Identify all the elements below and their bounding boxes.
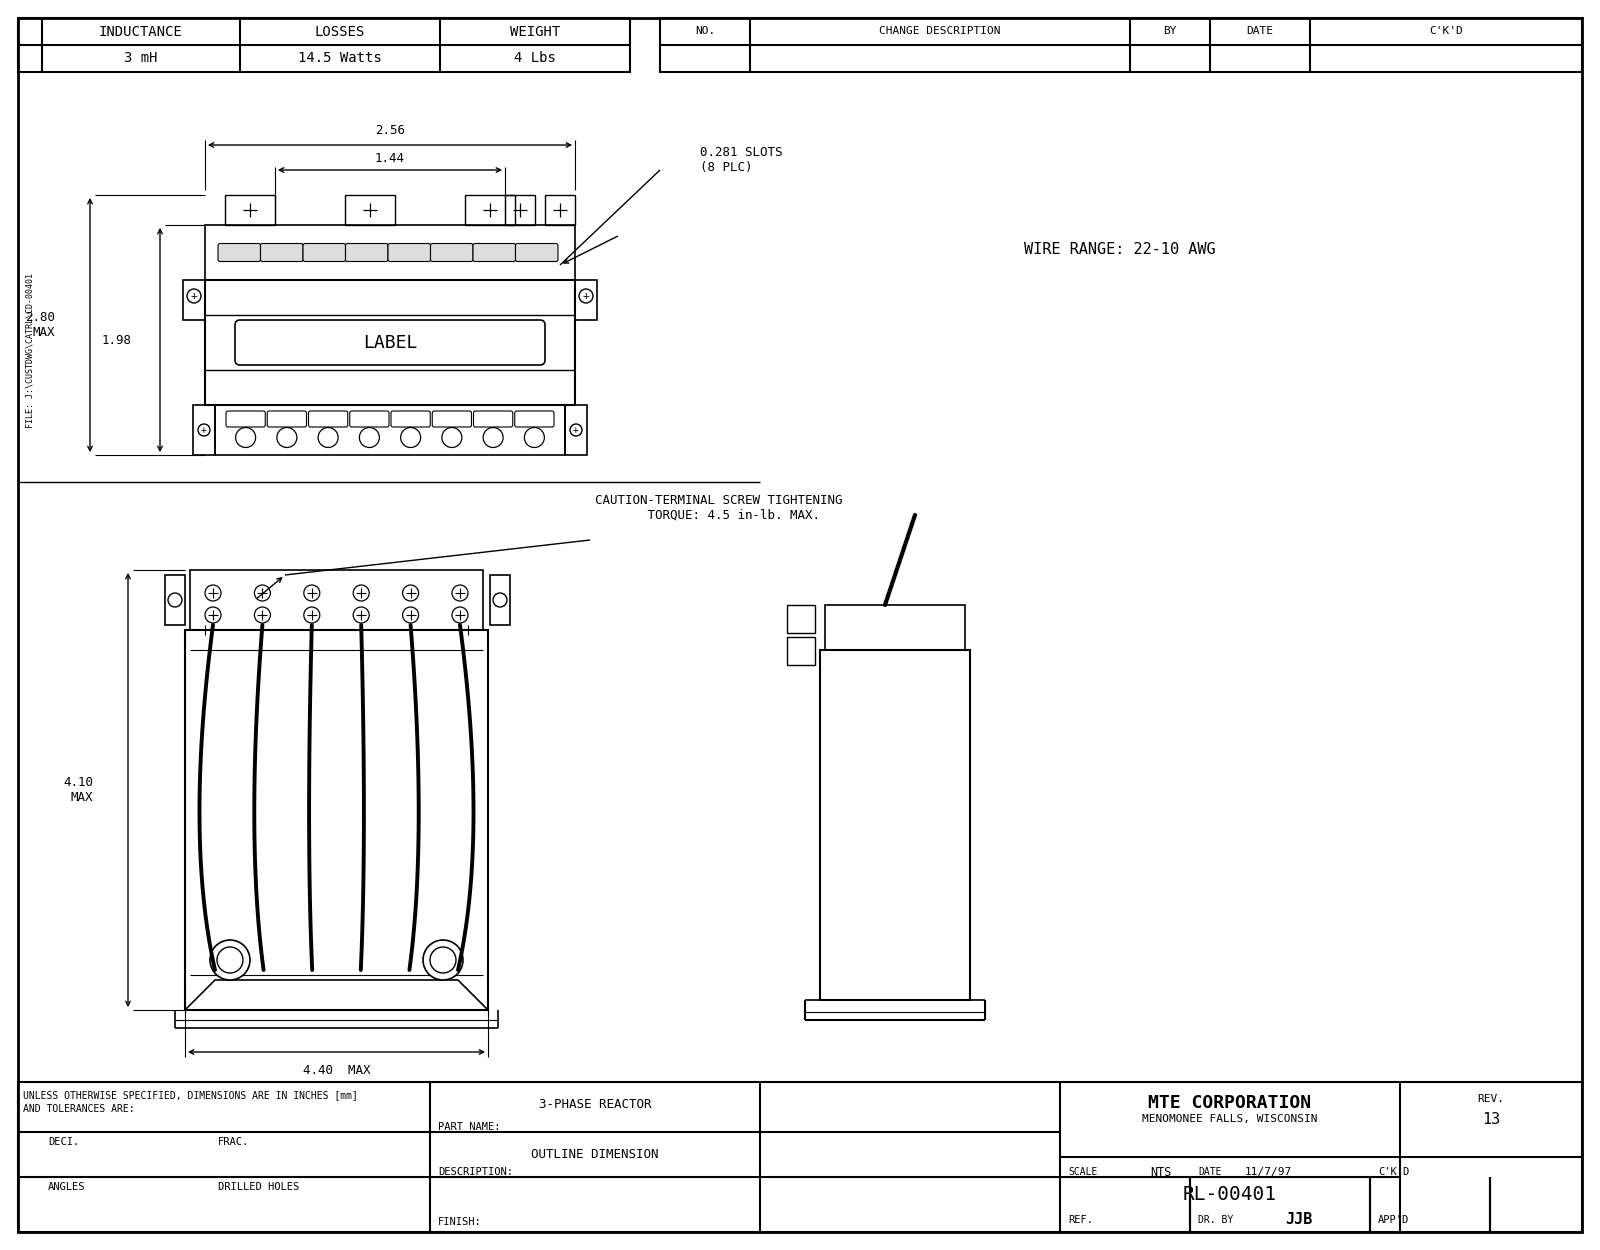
- Bar: [826, 605, 965, 650]
- Bar: [165, 575, 186, 625]
- Text: DECI.: DECI.: [48, 1138, 80, 1148]
- Bar: [574, 280, 597, 320]
- Text: 3-PHASE REACTOR: 3-PHASE REACTOR: [539, 1099, 651, 1111]
- Text: 2.80
MAX: 2.80 MAX: [26, 311, 54, 339]
- Text: 13: 13: [1482, 1112, 1501, 1128]
- Text: NO.: NO.: [694, 26, 715, 36]
- Bar: [18, 18, 630, 72]
- Text: AND TOLERANCES ARE:: AND TOLERANCES ARE:: [22, 1104, 134, 1114]
- FancyBboxPatch shape: [218, 244, 261, 261]
- FancyBboxPatch shape: [302, 244, 346, 261]
- Text: FILE: J:\CUSTDWG\CATRL\CD-00401: FILE: J:\CUSTDWG\CATRL\CD-00401: [26, 272, 35, 428]
- Text: 1.98: 1.98: [102, 334, 131, 346]
- Text: MENOMONEE FALLS, WISCONSIN: MENOMONEE FALLS, WISCONSIN: [1142, 1114, 1318, 1124]
- Bar: [490, 575, 510, 625]
- Bar: [661, 18, 1582, 72]
- Text: 11/7/97: 11/7/97: [1245, 1168, 1293, 1177]
- Text: FINISH:: FINISH:: [438, 1218, 482, 1228]
- Text: WIRE RANGE: 22-10 AWG: WIRE RANGE: 22-10 AWG: [1024, 242, 1216, 258]
- FancyBboxPatch shape: [261, 244, 302, 261]
- FancyBboxPatch shape: [474, 244, 515, 261]
- Bar: [186, 630, 488, 1010]
- Text: UNLESS OTHERWISE SPECIFIED, DIMENSIONS ARE IN INCHES [mm]: UNLESS OTHERWISE SPECIFIED, DIMENSIONS A…: [22, 1090, 358, 1100]
- Text: 0.281 SLOTS
(8 PLC): 0.281 SLOTS (8 PLC): [701, 146, 782, 174]
- Text: REV.: REV.: [1477, 1094, 1504, 1104]
- Bar: [205, 280, 574, 405]
- Text: LABEL: LABEL: [363, 334, 418, 351]
- Text: C'K'D: C'K'D: [1378, 1168, 1410, 1177]
- Text: JJB: JJB: [1285, 1212, 1312, 1228]
- Text: DRILLED HOLES: DRILLED HOLES: [218, 1182, 299, 1192]
- Bar: [466, 195, 515, 225]
- Text: +: +: [582, 291, 589, 301]
- Text: DATE: DATE: [1198, 1168, 1221, 1177]
- Text: RL-00401: RL-00401: [1182, 1185, 1277, 1205]
- Text: +: +: [190, 291, 197, 301]
- Text: DESCRIPTION:: DESCRIPTION:: [438, 1168, 514, 1177]
- Text: SCALE: SCALE: [1069, 1168, 1098, 1177]
- Bar: [506, 195, 534, 225]
- Text: 3 mH: 3 mH: [125, 51, 158, 65]
- Bar: [190, 570, 483, 630]
- Text: ANGLES: ANGLES: [48, 1182, 85, 1192]
- Text: C'K'D: C'K'D: [1429, 26, 1462, 36]
- Text: +: +: [202, 425, 206, 435]
- Circle shape: [422, 940, 462, 980]
- FancyBboxPatch shape: [430, 244, 474, 261]
- Text: 2.56: 2.56: [374, 125, 405, 138]
- Bar: [214, 405, 565, 455]
- Text: 4 Lbs: 4 Lbs: [514, 51, 555, 65]
- Text: 4.10
MAX: 4.10 MAX: [62, 776, 93, 804]
- FancyBboxPatch shape: [346, 244, 387, 261]
- Text: APP'D: APP'D: [1378, 1215, 1410, 1225]
- Bar: [346, 195, 395, 225]
- Text: MTE CORPORATION: MTE CORPORATION: [1149, 1094, 1312, 1112]
- Text: INDUCTANCE: INDUCTANCE: [99, 25, 182, 39]
- Text: 1.44: 1.44: [374, 151, 405, 165]
- FancyBboxPatch shape: [387, 244, 430, 261]
- Text: 14.5 Watts: 14.5 Watts: [298, 51, 382, 65]
- Bar: [182, 280, 205, 320]
- Text: BY: BY: [1163, 26, 1176, 36]
- Bar: [18, 1082, 1582, 1232]
- Text: DATE: DATE: [1246, 26, 1274, 36]
- Text: WEIGHT: WEIGHT: [510, 25, 560, 39]
- Text: 4.40  MAX: 4.40 MAX: [302, 1064, 370, 1076]
- Text: NTS: NTS: [1150, 1165, 1171, 1179]
- Bar: [226, 195, 275, 225]
- Text: +: +: [573, 425, 579, 435]
- Text: OUTLINE DIMENSION: OUTLINE DIMENSION: [531, 1148, 659, 1161]
- Bar: [205, 225, 574, 280]
- Bar: [819, 650, 970, 1000]
- Text: PART NAME:: PART NAME:: [438, 1122, 501, 1132]
- Bar: [565, 405, 587, 455]
- FancyBboxPatch shape: [515, 244, 558, 261]
- Bar: [546, 195, 574, 225]
- Text: CHANGE DESCRIPTION: CHANGE DESCRIPTION: [880, 26, 1000, 36]
- Text: LOSSES: LOSSES: [315, 25, 365, 39]
- Bar: [194, 405, 214, 455]
- Bar: [787, 638, 814, 665]
- Text: DR. BY: DR. BY: [1198, 1215, 1234, 1225]
- Text: REF.: REF.: [1069, 1215, 1093, 1225]
- Text: CAUTION-TERMINAL SCREW TIGHTENING
       TORQUE: 4.5 in-lb. MAX.: CAUTION-TERMINAL SCREW TIGHTENING TORQUE…: [595, 494, 843, 522]
- Text: FRAC.: FRAC.: [218, 1138, 250, 1148]
- Bar: [787, 605, 814, 632]
- Circle shape: [210, 940, 250, 980]
